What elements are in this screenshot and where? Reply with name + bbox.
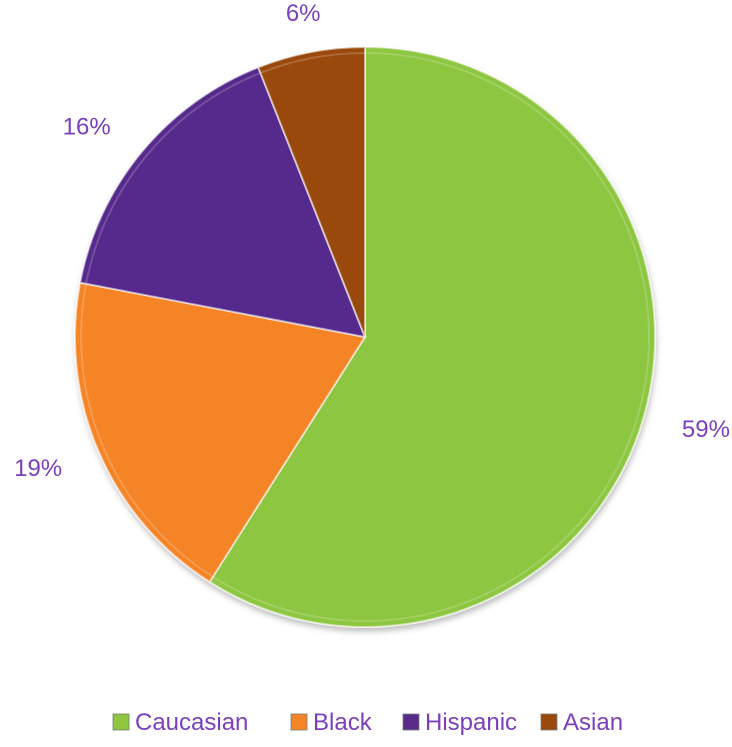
legend-item-asian: Asian	[540, 709, 623, 736]
legend-label-hispanic: Hispanic	[425, 709, 517, 736]
pie-slice-highlight-hispanic	[85, 72, 261, 284]
pie-data-labels: 59% 19% 16% 6%	[14, 0, 730, 482]
pie-slice-highlight-caucasian	[212, 52, 650, 622]
legend-item-caucasian: Caucasian	[112, 709, 248, 736]
pie-slice-highlight-black	[80, 283, 214, 578]
pie-slice-caucasian	[208, 45, 656, 628]
legend: Caucasian Black Hispanic Asian	[112, 709, 623, 736]
legend-item-black: Black	[290, 709, 373, 736]
legend-swatch-black	[290, 713, 308, 731]
legend-label-asian: Asian	[563, 709, 623, 736]
legend-swatch-caucasian	[112, 713, 130, 731]
legend-item-hispanic: Hispanic	[402, 709, 517, 736]
pie-slice-asian	[256, 45, 366, 338]
data-label-caucasian: 59%	[682, 416, 730, 443]
pie-slice-black	[74, 281, 367, 584]
pie-slice-highlight-asian	[260, 52, 366, 74]
data-label-hispanic: 16%	[63, 114, 111, 141]
pie-slices	[74, 45, 656, 628]
data-label-black: 19%	[14, 455, 62, 482]
pie-slice-hispanic	[78, 66, 367, 339]
legend-swatch-asian	[540, 713, 558, 731]
legend-label-black: Black	[313, 709, 373, 736]
legend-label-caucasian: Caucasian	[135, 709, 248, 736]
legend-swatch-hispanic	[402, 713, 420, 731]
data-label-asian: 6%	[286, 0, 321, 27]
